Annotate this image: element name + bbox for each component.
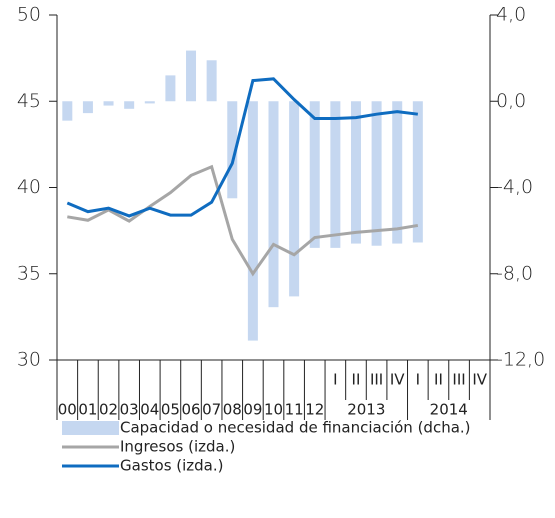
- x-tick-label: 03: [120, 401, 139, 419]
- bar: [350, 101, 361, 244]
- x-tick-label: 00: [58, 401, 77, 419]
- x-tick-label: III: [452, 371, 465, 389]
- x-tick-label: IV: [472, 371, 487, 389]
- bar: [206, 60, 217, 102]
- x-tick-label: II: [434, 371, 443, 389]
- x-tick-label: 06: [181, 401, 200, 419]
- x-tick-label: 12: [305, 401, 324, 419]
- x-tick-label: 02: [99, 401, 118, 419]
- y-tick-label: 40: [17, 176, 41, 198]
- y2-tick-label: 4,0: [496, 4, 526, 26]
- x-tick-label: 11: [285, 401, 304, 419]
- y-tick-label: 35: [17, 262, 41, 284]
- bar: [227, 101, 238, 199]
- x-tick-label: 04: [140, 401, 159, 419]
- bar: [124, 101, 135, 109]
- x-group-label: 2013: [347, 401, 385, 419]
- y-tick-label: 30: [17, 349, 41, 371]
- x-group-label: 2014: [430, 401, 468, 419]
- y2-tick-label: 0,0: [496, 90, 526, 112]
- bar: [82, 101, 93, 114]
- x-tick-label: 05: [161, 401, 180, 419]
- x-tick-label: IV: [390, 371, 405, 389]
- bar: [103, 101, 114, 106]
- bar: [392, 101, 403, 244]
- y-tick-label: 45: [17, 90, 41, 112]
- x-tick-label: III: [370, 371, 383, 389]
- bar: [165, 75, 176, 102]
- legend-label: Capacidad o necesidad de financiación (d…: [120, 419, 471, 437]
- legend-swatch: [62, 421, 119, 435]
- x-tick-label: 09: [243, 401, 262, 419]
- bar: [330, 101, 341, 248]
- legend-label: Ingresos (izda.): [120, 438, 235, 456]
- x-tick-label: 01: [78, 401, 97, 419]
- x-tick-label: II: [352, 371, 361, 389]
- bar: [62, 101, 73, 121]
- y2-tick-label: -12,0: [496, 349, 545, 371]
- y-tick-label: 50: [17, 4, 41, 26]
- x-tick-label: 07: [202, 401, 221, 419]
- x-tick-label: I: [333, 371, 337, 389]
- bar: [247, 101, 258, 341]
- line: [67, 164, 419, 277]
- x-tick-label: 08: [223, 401, 242, 419]
- bar: [412, 101, 423, 243]
- line: [66, 77, 419, 218]
- bar: [186, 50, 197, 102]
- x-tick-label: I: [416, 371, 420, 389]
- bar: [371, 101, 382, 246]
- y2-tick-label: -8,0: [496, 262, 533, 284]
- bar: [144, 101, 155, 104]
- bar: [268, 101, 279, 308]
- y2-tick-label: -4,0: [496, 176, 533, 198]
- legend-label: Gastos (izda.): [120, 457, 224, 475]
- bar: [309, 101, 320, 248]
- x-tick-label: 10: [264, 401, 283, 419]
- bar: [289, 101, 300, 297]
